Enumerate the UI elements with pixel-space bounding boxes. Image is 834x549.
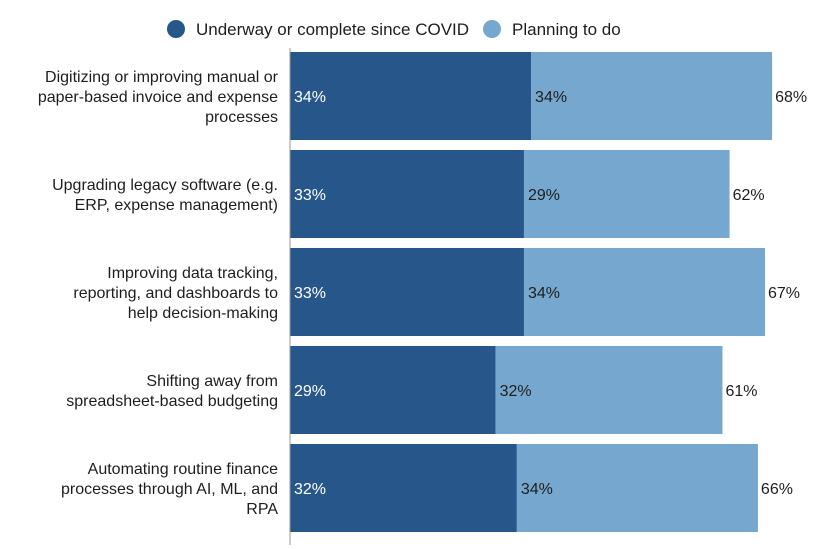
category-label: Automating routine finance processes thro… <box>61 461 278 518</box>
category-labels: Digitizing or improving manual or paper-b… <box>38 69 279 518</box>
legend-label-2: Planning to do <box>512 20 621 39</box>
data-label: 33% <box>294 285 326 302</box>
total-label: 67% <box>768 285 800 302</box>
bar-segment <box>290 346 496 434</box>
bar-segment <box>531 52 773 140</box>
data-label: 29% <box>528 187 560 204</box>
total-label: 66% <box>761 481 793 498</box>
total-label: 62% <box>733 187 765 204</box>
category-label: Upgrading legacy software (e.g. ERP, expe… <box>52 177 278 214</box>
data-label: 34% <box>528 285 560 302</box>
total-label: 68% <box>775 89 807 106</box>
bars-group: 34% 34% 68% 33% 29% 62% 33% 34% 67% 29% 32% 61% 32% 3… <box>290 52 807 532</box>
data-label: 34% <box>535 89 567 106</box>
data-label: 32% <box>294 481 326 498</box>
bar-segment <box>290 444 517 532</box>
category-label: Improving data tracking, reporting, and d… <box>73 265 278 322</box>
bar-segment <box>523 150 730 238</box>
bar-segment <box>516 444 758 532</box>
data-label: 29% <box>294 383 326 400</box>
bar-segment <box>290 52 532 140</box>
data-label: 34% <box>294 89 326 106</box>
data-label: 32% <box>500 383 532 400</box>
bar-segment <box>290 150 524 238</box>
data-label: 34% <box>521 481 553 498</box>
bar-segment <box>523 248 766 336</box>
category-label: Digitizing or improving manual or paper-b… <box>38 69 279 126</box>
legend: Underway or complete since COVID Planning… <box>167 20 621 39</box>
legend-swatch-1 <box>167 20 185 38</box>
category-label: Shifting away from spreadsheet-based budg… <box>66 373 278 410</box>
legend-label-1: Underway or complete since COVID <box>196 20 469 39</box>
bar-segment <box>495 346 723 434</box>
total-label: 61% <box>725 383 757 400</box>
legend-swatch-2 <box>483 20 501 38</box>
bar-segment <box>290 248 524 336</box>
data-label: 33% <box>294 187 326 204</box>
